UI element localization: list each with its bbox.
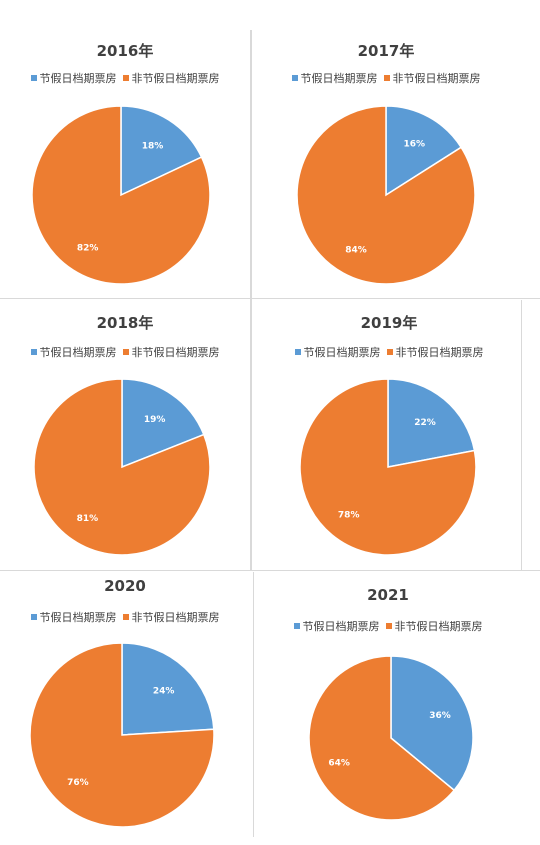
pie-slice-non-holiday [29,642,215,828]
pie-panel-4: 2019年节假日档期票房 非节假日档期票房 22% 78% [257,300,521,570]
chart-legend: 节假日档期票房 非节假日档期票房 [0,609,250,625]
pie-data-label: 36% [429,711,451,721]
pie-data-label: 16% [404,140,426,150]
pie-slice-non-holiday [296,105,476,285]
legend-label: 非节假日档期票房 [394,620,483,633]
legend-label: 节假日档期票房 [300,72,378,85]
legend-entry: 非节假日档期票房 [385,618,483,634]
legend-swatch [294,349,301,355]
legend-entry: 非节假日档期票房 [386,344,484,360]
legend-label: 非节假日档期票房 [392,72,481,85]
chart-title: 2017年 [357,42,415,60]
pie-slice-holiday [120,105,203,197]
pie-slice-non-holiday [308,655,456,821]
legend-swatch [291,75,298,81]
pie-data-label: 24% [153,687,175,697]
pie-data-label: 76% [67,778,89,788]
legend-swatch [122,349,129,355]
chart-legend: 节假日档期票房 非节假日档期票房 [0,70,250,86]
legend-label: 非节假日档期票房 [131,346,220,359]
pie-data-label: 84% [345,246,367,256]
pie-panel-3: 2018年节假日档期票房 非节假日档期票房 19% 81% [0,300,250,570]
legend-label: 节假日档期票房 [39,346,117,359]
chart-title: 2019年 [360,314,418,332]
chart-legend: 节假日档期票房 非节假日档期票房 [257,344,521,360]
legend-swatch [122,614,129,620]
pie-slice-holiday [387,378,476,468]
legend-swatch [386,349,393,355]
legend-label: 非节假日档期票房 [395,346,484,359]
chart-title: 2018年 [96,314,154,332]
panel-divider [0,570,540,571]
pie-data-label: 19% [144,415,166,425]
legend-entry: 非节假日档期票房 [122,344,220,360]
pie-slice-non-holiday [31,105,211,285]
pie-plot: 16% 84% [296,105,476,285]
legend-entry: 节假日档期票房 [291,70,378,86]
pie-slice-holiday [385,105,463,197]
pie-panel-2: 2017年节假日档期票房 非节假日档期票房 16% 84% [252,30,520,298]
legend-swatch [30,75,37,81]
pie-slice-holiday [390,655,474,792]
legend-entry: 节假日档期票房 [293,618,380,634]
panel-divider [521,300,522,570]
legend-label: 非节假日档期票房 [131,611,220,624]
pie-data-label: 64% [328,758,350,768]
panel-divider [250,30,252,570]
pie-plot: 36% 64% [308,655,474,821]
legend-entry: 节假日档期票房 [30,609,117,625]
pie-slice-non-holiday [33,378,211,556]
chart-title: 2016年 [96,42,154,60]
chart-title: 2021 [367,586,409,604]
legend-entry: 节假日档期票房 [294,344,381,360]
pie-plot: 22% 78% [299,378,477,556]
legend-entry: 非节假日档期票房 [122,70,220,86]
pie-panel-5: 2020 节假日档期票房 非节假日档期票房 24% 76% [0,572,250,837]
legend-entry: 节假日档期票房 [30,344,117,360]
pie-panel-1: 2016年节假日档期票房 非节假日档期票房 18% 82% [0,30,250,298]
pie-slice-non-holiday [299,378,477,556]
pie-data-label: 22% [414,418,436,428]
pie-data-label: 82% [77,244,99,254]
chart-legend: 节假日档期票房 非节假日档期票房 [0,344,250,360]
legend-entry: 非节假日档期票房 [383,70,481,86]
pie-slice-holiday [121,642,215,736]
chart-legend: 节假日档期票房 非节假日档期票房 [252,70,520,86]
legend-swatch [30,614,37,620]
pie-plot: 18% 82% [31,105,211,285]
legend-swatch [122,75,129,81]
chart-legend: 节假日档期票房 非节假日档期票房 [253,618,523,634]
legend-swatch [383,75,390,81]
legend-label: 节假日档期票房 [39,72,117,85]
legend-swatch [385,623,392,629]
panel-divider [0,298,540,299]
legend-label: 节假日档期票房 [303,346,381,359]
legend-entry: 节假日档期票房 [30,70,117,86]
legend-entry: 非节假日档期票房 [122,609,220,625]
pie-data-label: 18% [142,141,164,151]
pie-data-label: 78% [338,511,360,521]
chart-title: 2020 [104,577,146,595]
legend-label: 节假日档期票房 [39,611,117,624]
pie-data-label: 81% [77,514,99,524]
panel-divider [253,572,254,837]
legend-swatch [30,349,37,355]
pie-plot: 24% 76% [29,642,215,828]
legend-label: 非节假日档期票房 [131,72,220,85]
pie-slice-holiday [121,378,205,469]
pie-plot: 19% 81% [33,378,211,556]
pie-panel-6: 2021 节假日档期票房 非节假日档期票房 36% 64% [253,572,523,837]
legend-swatch [293,623,300,629]
legend-label: 节假日档期票房 [302,620,380,633]
